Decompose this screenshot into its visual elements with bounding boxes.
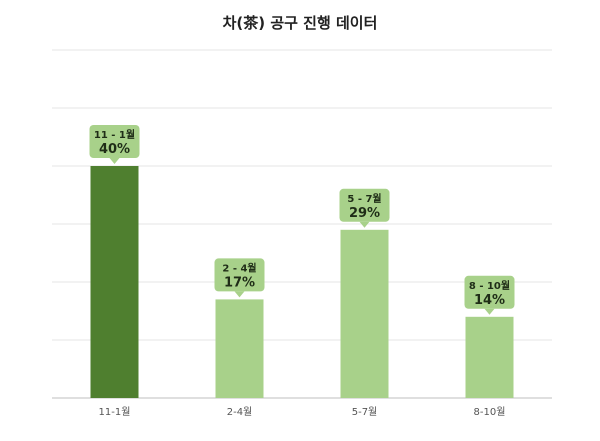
callout-box: [339, 188, 390, 222]
bars: [90, 166, 514, 398]
data-label: 29%: [349, 206, 380, 221]
x-tick-label: 11-1월: [99, 406, 131, 418]
callout-pointer: [234, 291, 245, 298]
callout-pointer: [484, 308, 495, 315]
callout-box: [464, 275, 515, 309]
callout-box: [214, 258, 265, 292]
chart-title: 차(茶) 공구 진행 데이터: [222, 14, 378, 32]
x-axis-ticks: 11-1월 2-4월 5-7월 8-10월: [99, 406, 506, 418]
callout-period-label: 2 - 4월: [222, 262, 256, 274]
callout-period-label: 5 - 7월: [347, 193, 381, 205]
callout-pointer: [109, 158, 120, 164]
x-tick-label: 5-7월: [352, 406, 378, 418]
x-tick-label: 8-10월: [474, 406, 506, 418]
data-label: 17%: [224, 275, 255, 290]
bar: [215, 299, 264, 398]
callout-period-label: 11 - 1월: [94, 129, 135, 141]
bar: [465, 316, 514, 398]
data-label: 40%: [99, 142, 130, 157]
callout-box: [89, 125, 140, 158]
bar: [340, 229, 389, 398]
data-label: 14%: [474, 293, 505, 308]
callout-pointer: [359, 221, 370, 228]
x-tick-label: 2-4월: [227, 406, 253, 418]
bar: [90, 166, 139, 398]
callout-period-label: 8 - 10월: [469, 280, 510, 292]
